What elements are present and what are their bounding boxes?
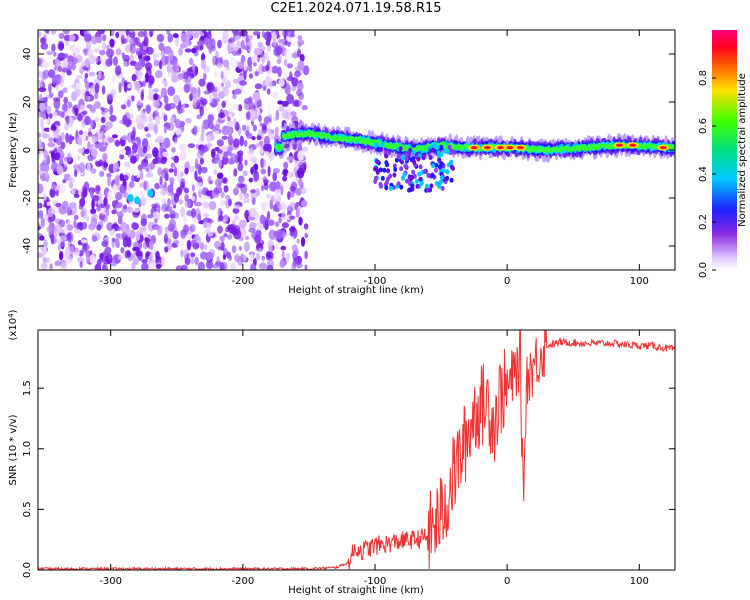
snr-series-line <box>38 330 675 570</box>
snr-y-ticks: 0.0 0.5 1.0 1.5 <box>22 380 675 578</box>
x-tick-label: -100 <box>364 576 387 587</box>
x-tick-label: -300 <box>99 576 122 587</box>
x-tick-label: 100 <box>630 576 649 587</box>
spectrogram-heatmap <box>38 30 675 270</box>
x-tick-label: -100 <box>364 276 387 287</box>
y-tick-label: -40 <box>22 238 33 254</box>
snr-frame <box>37 329 676 571</box>
colorbar-tick-label: 0.0 <box>698 262 709 278</box>
x-tick-label: -200 <box>231 576 254 587</box>
spectrogram-x-axis-label: Height of straight line (km) <box>288 285 424 296</box>
x-tick-label: -300 <box>99 276 122 287</box>
colorbar-gradient <box>712 30 737 270</box>
colorbar-ticks: 0.0 0.2 0.4 0.6 0.8 <box>698 70 716 278</box>
spectrogram-y-axis-label: Frequency (Hz) <box>8 112 19 188</box>
colorbar-tick-label: 0.8 <box>698 70 709 86</box>
snr-multiplier-label: (x104) <box>7 309 19 340</box>
spectrogram-x-ticks: -300 -200 -100 0 100 <box>99 30 649 287</box>
snr-x-ticks: -300 -200 -100 0 100 <box>99 330 649 587</box>
x-tick-label: 0 <box>504 576 510 587</box>
y-tick-label: 1.5 <box>22 380 33 396</box>
snr-y-axis-label: SNR (10 * v/v) <box>8 414 19 485</box>
x-tick-label: 0 <box>504 276 510 287</box>
y-tick-label: 20 <box>22 96 33 109</box>
colorbar-tick-label: 0.2 <box>698 214 709 230</box>
spectrogram-y-ticks: -40 -20 0 20 40 <box>22 48 675 254</box>
colorbar-tick-label: 0.6 <box>698 118 709 134</box>
colorbar-label: Normalized spectral amplitude <box>737 73 748 227</box>
colorbar: 0.0 0.2 0.4 0.6 0.8 Normalized spectral ampl… <box>698 30 748 278</box>
y-tick-label: 0.0 <box>22 562 33 578</box>
y-tick-label: 40 <box>22 48 33 61</box>
x-tick-label: 100 <box>630 276 649 287</box>
chart-title: C2E1.2024.071.19.58.R15 <box>270 1 442 16</box>
y-tick-label: 0.5 <box>22 501 33 517</box>
colorbar-tick-label: 0.4 <box>698 166 709 182</box>
snr-x-axis-label: Height of straight line (km) <box>288 585 424 596</box>
y-tick-label: 0 <box>22 147 33 153</box>
y-tick-label: 1.0 <box>22 441 33 457</box>
y-tick-label: -20 <box>22 190 33 206</box>
x-tick-label: -200 <box>231 276 254 287</box>
snr-panel: -300 -200 -100 0 100 0.0 0.5 1.0 1.5 Height of … <box>7 309 676 596</box>
